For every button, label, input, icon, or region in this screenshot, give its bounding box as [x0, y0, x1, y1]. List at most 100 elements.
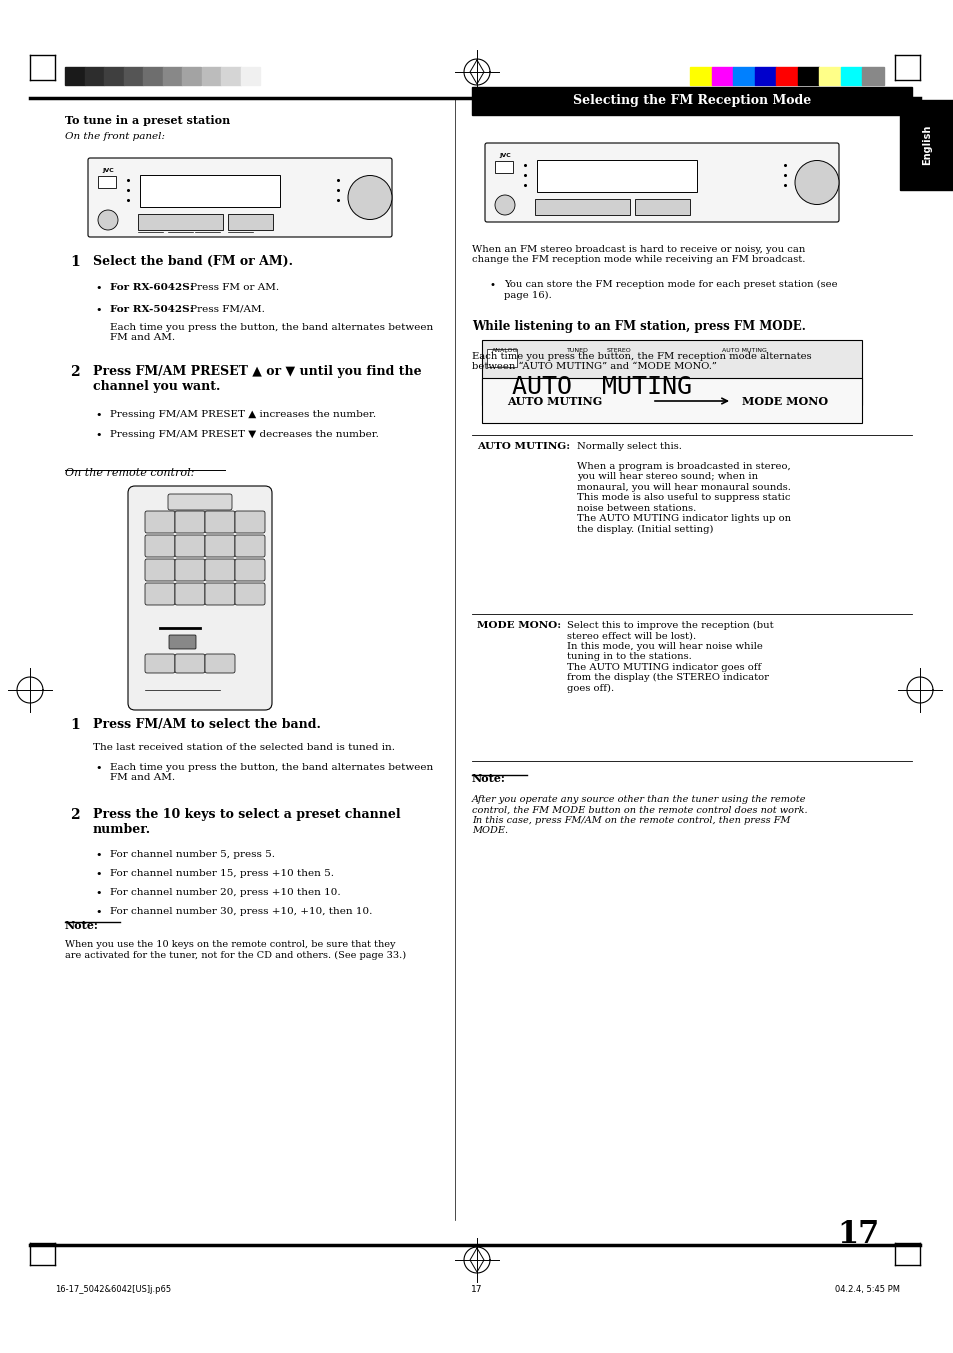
Bar: [65, 68, 85, 85]
Text: AUTO MUTING: AUTO MUTING: [721, 348, 766, 353]
Bar: [182, 68, 201, 85]
Text: After you operate any source other than the tuner using the remote
control, the : After you operate any source other than …: [472, 796, 807, 835]
Bar: [162, 68, 182, 85]
Text: •: •: [95, 430, 101, 440]
Text: For RX-5042S:: For RX-5042S:: [110, 304, 193, 314]
Text: MODE MONO: MODE MONO: [741, 395, 827, 406]
Bar: [140, 175, 280, 207]
FancyBboxPatch shape: [168, 494, 232, 510]
Text: Pressing FM/AM PRESET ▼ decreases the number.: Pressing FM/AM PRESET ▼ decreases the nu…: [110, 430, 378, 438]
Text: AUTO MUTING:: AUTO MUTING:: [476, 442, 570, 451]
Text: Press FM/AM PRESET ▲ or ▼ until you find the
channel you want.: Press FM/AM PRESET ▲ or ▼ until you find…: [92, 365, 421, 392]
Text: Pressing FM/AM PRESET ▲ increases the number.: Pressing FM/AM PRESET ▲ increases the nu…: [110, 410, 375, 419]
Text: 17: 17: [471, 1285, 482, 1293]
FancyBboxPatch shape: [234, 583, 265, 605]
Bar: [240, 68, 260, 85]
Text: Press FM/AM to select the band.: Press FM/AM to select the band.: [92, 718, 320, 731]
FancyBboxPatch shape: [145, 559, 174, 580]
Text: AUTO  MUTING: AUTO MUTING: [512, 375, 691, 399]
Bar: [201, 68, 221, 85]
Text: ANALOG: ANALOG: [492, 348, 517, 353]
Text: •: •: [95, 907, 101, 917]
FancyBboxPatch shape: [145, 583, 174, 605]
Text: •: •: [95, 763, 101, 773]
Text: Select the band (FM or AM).: Select the band (FM or AM).: [92, 254, 293, 268]
Text: When an FM stereo broadcast is hard to receive or noisy, you can
change the FM r: When an FM stereo broadcast is hard to r…: [472, 245, 804, 264]
Bar: [221, 68, 240, 85]
Bar: [486, 349, 517, 367]
Text: 2: 2: [70, 808, 79, 823]
Text: When a program is broadcasted in stereo,
you will hear stereo sound; when in
mon: When a program is broadcasted in stereo,…: [577, 461, 790, 533]
FancyBboxPatch shape: [234, 534, 265, 557]
Text: Press the 10 keys to select a preset channel
number.: Press the 10 keys to select a preset cha…: [92, 808, 400, 836]
Bar: [818, 68, 840, 85]
Text: On the remote control:: On the remote control:: [65, 468, 194, 478]
Bar: [143, 68, 162, 85]
Bar: [711, 68, 732, 85]
Text: Selecting the FM Reception Mode: Selecting the FM Reception Mode: [572, 93, 810, 107]
Bar: [138, 214, 223, 230]
Bar: [481, 340, 862, 405]
Text: 04.2.4, 5:45 PM: 04.2.4, 5:45 PM: [834, 1285, 899, 1293]
Text: •: •: [95, 888, 101, 898]
Circle shape: [794, 161, 838, 204]
Bar: [899, 100, 953, 189]
Text: 2: 2: [70, 365, 79, 379]
Text: TUNED: TUNED: [566, 348, 588, 353]
FancyBboxPatch shape: [128, 486, 272, 710]
Text: For channel number 30, press +10, +10, then 10.: For channel number 30, press +10, +10, t…: [110, 907, 372, 916]
Bar: [495, 161, 513, 173]
FancyBboxPatch shape: [174, 583, 205, 605]
Text: For RX-6042S:: For RX-6042S:: [110, 283, 193, 292]
FancyBboxPatch shape: [205, 653, 234, 672]
FancyBboxPatch shape: [174, 534, 205, 557]
Text: Press FM or AM.: Press FM or AM.: [187, 283, 279, 292]
FancyBboxPatch shape: [205, 534, 234, 557]
Text: The last received station of the selected band is tuned in.: The last received station of the selecte…: [92, 743, 395, 752]
Bar: [123, 68, 143, 85]
Bar: [862, 68, 882, 85]
Text: When you use the 10 keys on the remote control, be sure that they
are activated : When you use the 10 keys on the remote c…: [65, 940, 406, 959]
Text: Each time you press the button, the FM reception mode alternates
between “AUTO M: Each time you press the button, the FM r…: [472, 352, 811, 372]
Circle shape: [495, 195, 515, 215]
Text: •: •: [490, 280, 496, 290]
Text: On the front panel:: On the front panel:: [65, 133, 165, 141]
Text: •: •: [95, 850, 101, 861]
Bar: [228, 214, 273, 230]
Bar: [535, 199, 629, 215]
Bar: [537, 160, 697, 192]
Text: 17: 17: [837, 1219, 879, 1250]
Text: For channel number 20, press +10 then 10.: For channel number 20, press +10 then 10…: [110, 888, 340, 897]
Bar: [754, 68, 775, 85]
Text: While listening to an FM station, press FM MODE.: While listening to an FM station, press …: [472, 321, 805, 333]
Text: AUTO MUTING: AUTO MUTING: [506, 395, 601, 406]
Text: 16-17_5042&6042[US]j.p65: 16-17_5042&6042[US]j.p65: [55, 1285, 171, 1293]
Text: To tune in a preset station: To tune in a preset station: [65, 115, 230, 126]
Text: •: •: [95, 304, 101, 315]
Text: STEREO: STEREO: [606, 348, 631, 353]
Circle shape: [98, 210, 118, 230]
Text: Each time you press the button, the band alternates between
FM and AM.: Each time you press the button, the band…: [110, 323, 433, 342]
FancyBboxPatch shape: [234, 511, 265, 533]
FancyBboxPatch shape: [234, 559, 265, 580]
Text: Note:: Note:: [472, 773, 505, 783]
Text: For channel number 15, press +10 then 5.: For channel number 15, press +10 then 5.: [110, 869, 334, 878]
FancyBboxPatch shape: [145, 534, 174, 557]
Circle shape: [348, 176, 392, 219]
Bar: [481, 377, 862, 423]
Text: •: •: [95, 410, 101, 419]
Text: Normally select this.: Normally select this.: [577, 442, 681, 451]
Bar: [689, 68, 711, 85]
FancyBboxPatch shape: [145, 653, 174, 672]
Bar: [840, 68, 862, 85]
Bar: [732, 68, 754, 85]
Text: 1: 1: [70, 718, 80, 732]
FancyBboxPatch shape: [88, 158, 392, 237]
Text: •: •: [95, 869, 101, 879]
Text: Each time you press the button, the band alternates between
FM and AM.: Each time you press the button, the band…: [110, 763, 433, 782]
Text: JVC: JVC: [498, 153, 510, 158]
Text: •: •: [95, 283, 101, 294]
Bar: [775, 68, 797, 85]
Text: English: English: [921, 124, 931, 165]
FancyBboxPatch shape: [174, 511, 205, 533]
